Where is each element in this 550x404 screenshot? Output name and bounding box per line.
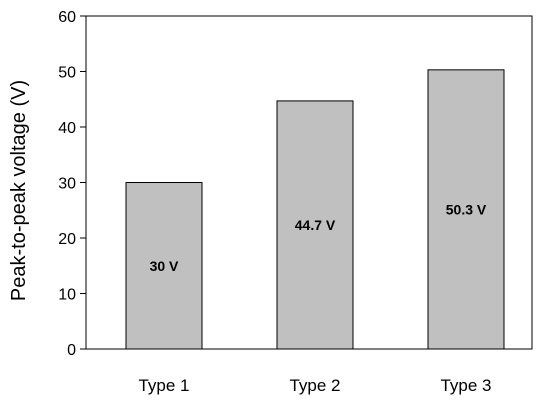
data-label-3: 50.3 V: [446, 201, 487, 217]
y-tick-label: 40: [58, 120, 76, 137]
y-tick-label: 10: [58, 287, 76, 304]
data-label-1: 30 V: [150, 258, 179, 274]
x-tick-label-2: Type 2: [289, 376, 340, 395]
y-tick-label: 60: [58, 9, 76, 26]
y-tick-label: 20: [58, 231, 76, 248]
data-label-2: 44.7 V: [295, 217, 336, 233]
x-tick-label-3: Type 3: [440, 376, 491, 395]
y-tick-label: 30: [58, 176, 76, 193]
y-axis-label: Peak-to-peak voltage (V): [8, 80, 30, 301]
x-tick-label-1: Type 1: [138, 376, 189, 395]
y-tick-label: 0: [67, 342, 76, 359]
y-tick-label: 50: [58, 65, 76, 82]
x-axis-labels: Type 1 Type 2 Type 3: [138, 376, 491, 395]
plot-frame: [85, 15, 533, 350]
y-axis-ticks: 0 10 20 30 40 50 60: [58, 9, 86, 359]
bar-3: [427, 69, 505, 350]
bar-2: [276, 100, 354, 350]
bars: [125, 69, 505, 350]
data-labels: 30 V 44.7 V 50.3 V: [150, 201, 487, 273]
